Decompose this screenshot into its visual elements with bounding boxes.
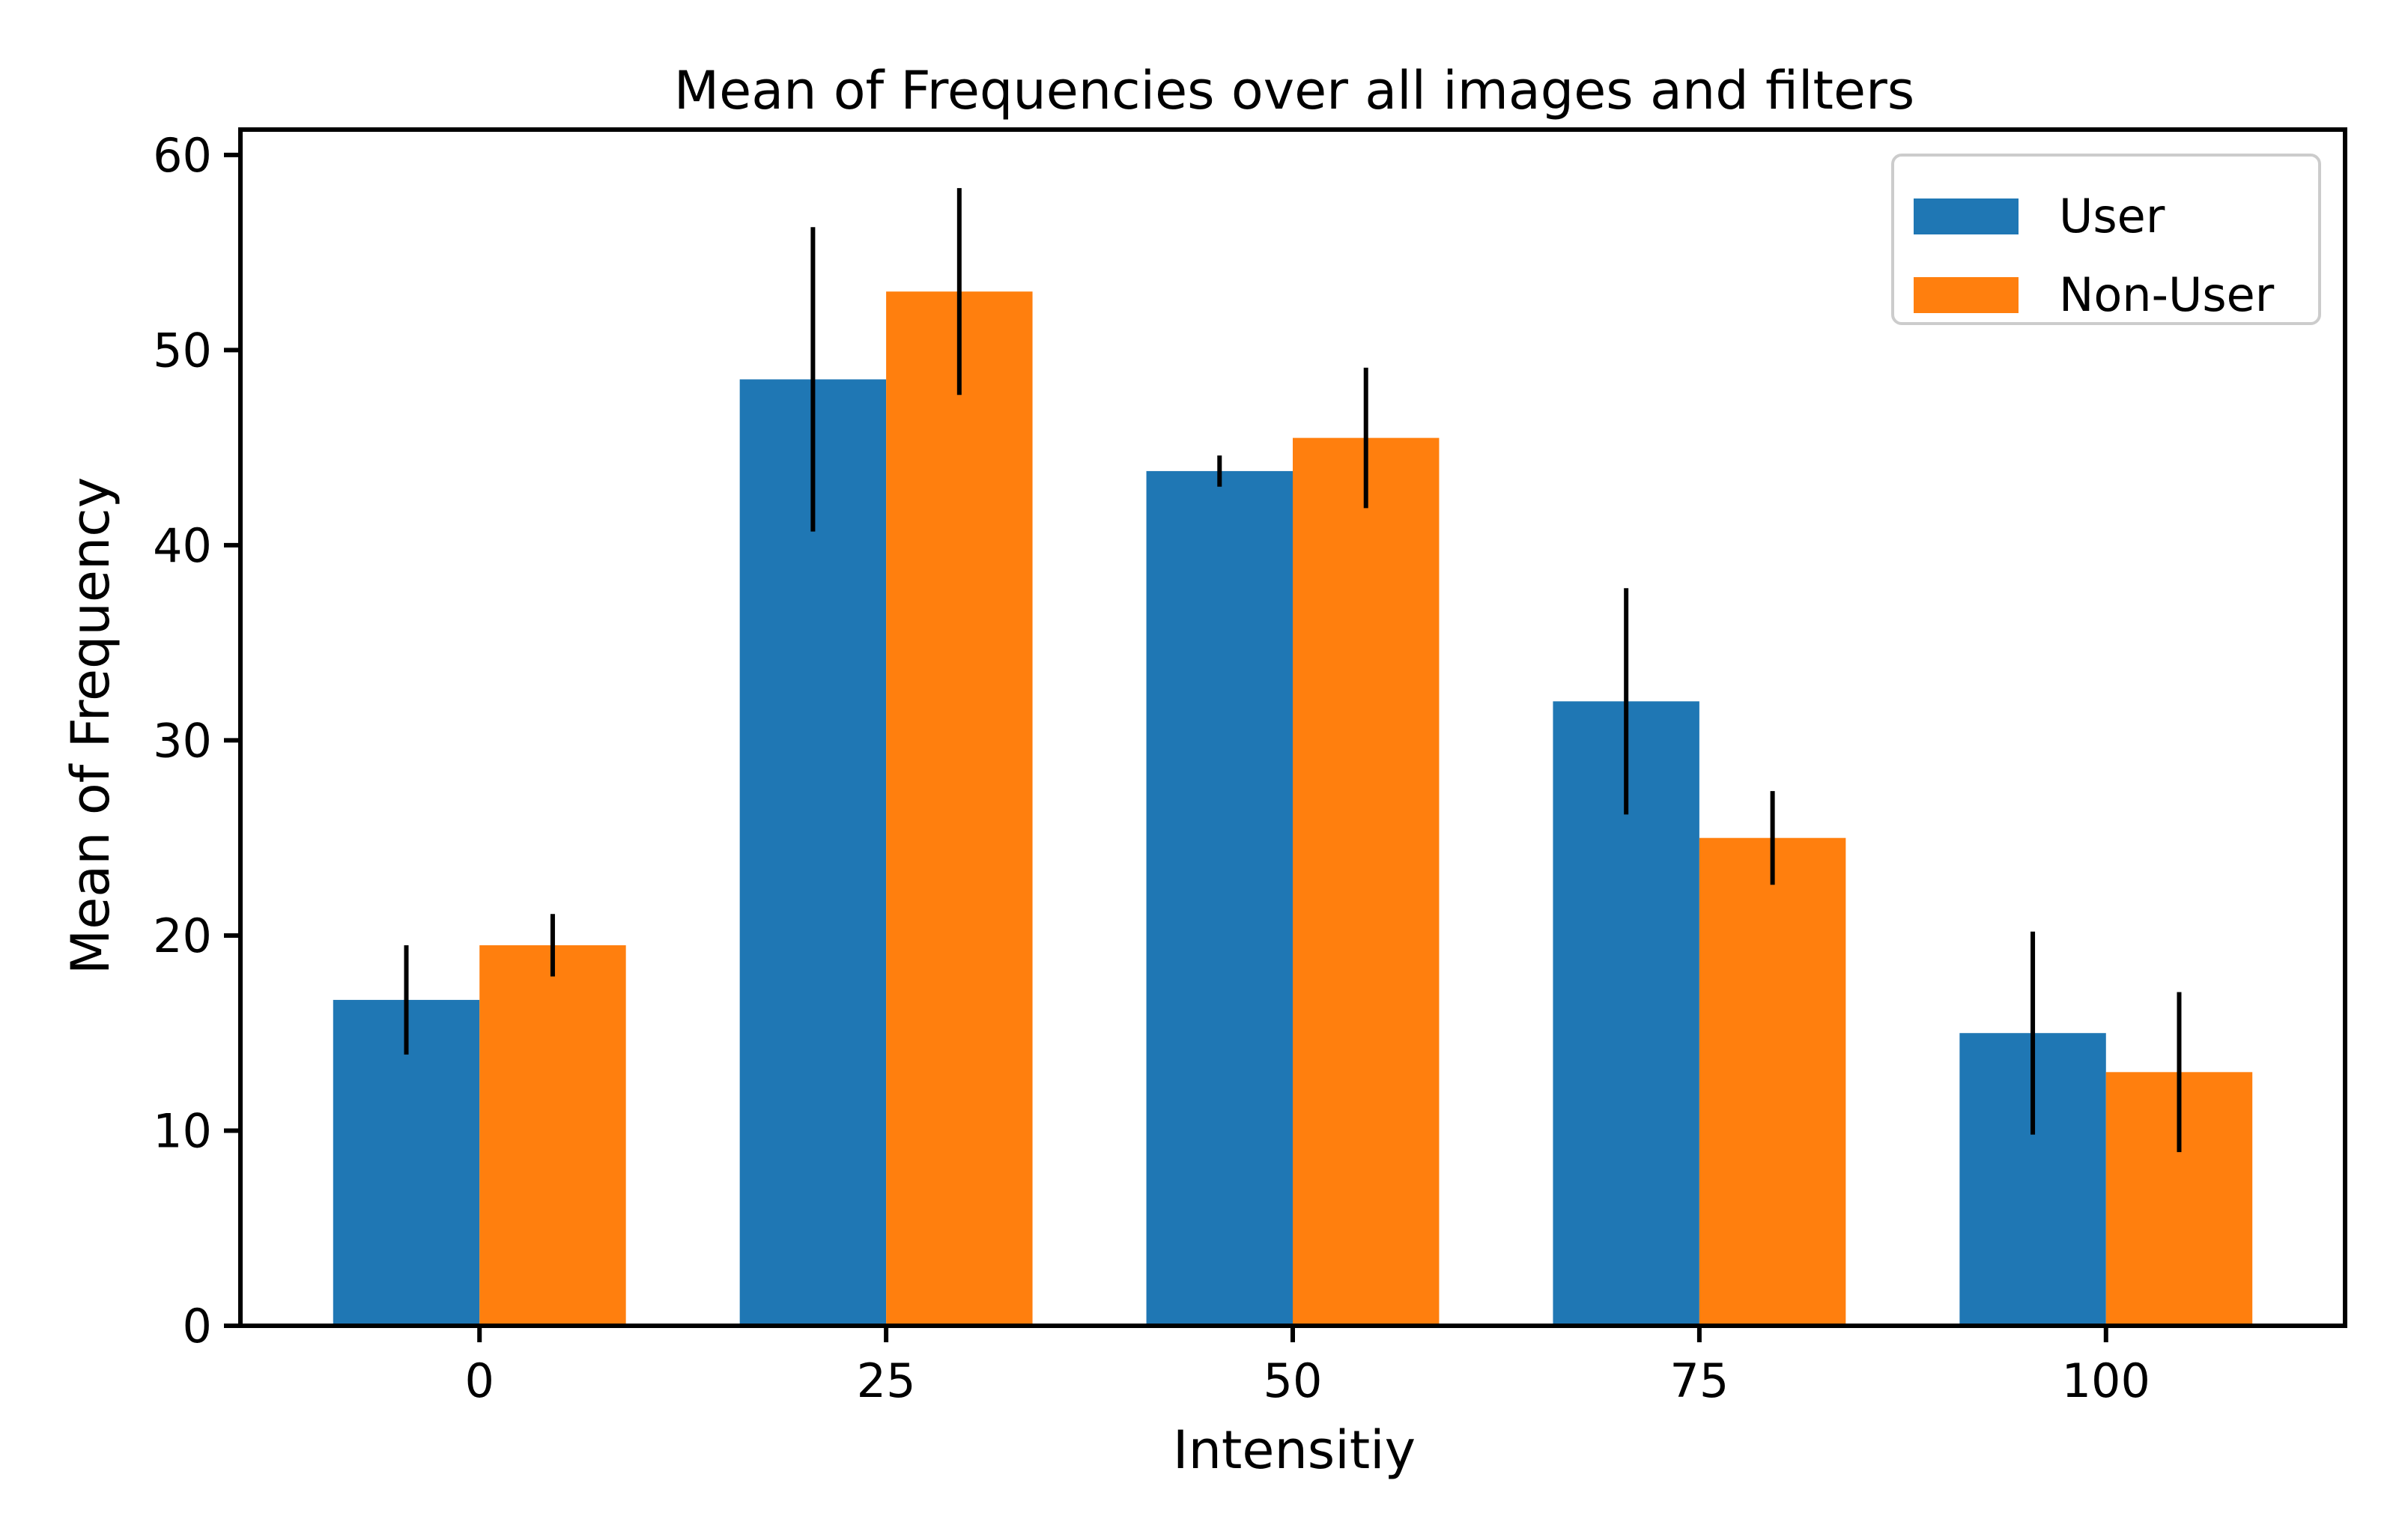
chart-title: Mean of Frequencies over all images and … [674,60,1915,121]
legend-label-user: User [2059,189,2165,243]
x-tick-label: 25 [857,1353,916,1408]
y-tick-label: 20 [153,909,212,963]
y-tick-label: 60 [153,128,212,183]
legend-swatch-non-user [1914,277,2019,313]
bar-non-user-75 [1699,837,1846,1326]
x-tick-label: 75 [1669,1353,1729,1408]
legend-swatch-user [1914,198,2019,234]
x-tick-label: 100 [2062,1353,2150,1408]
bar-user-50 [1146,470,1293,1326]
bar-non-user-25 [886,291,1033,1326]
y-axis: 0 10 20 30 40 50 60 [153,128,240,1353]
error-bars-layer [404,188,2182,1153]
y-tick-label: 40 [153,518,212,573]
legend: User Non-User [1891,154,2321,325]
x-tick-label: 0 [464,1353,494,1408]
x-tick-label: 50 [1264,1353,1323,1408]
x-axis-label: Intensitiy [1173,1419,1416,1481]
bar-user-25 [739,379,887,1326]
y-tick-label: 30 [153,713,212,768]
y-tick-label: 0 [183,1299,212,1353]
bar-non-user-50 [1293,437,1440,1327]
legend-label-non-user: Non-User [2059,267,2275,322]
y-axis-label: Mean of Frequency [60,477,121,974]
y-tick-label: 10 [153,1103,212,1158]
bar-non-user-0 [479,945,626,1326]
bars-layer [333,291,2253,1327]
x-axis: 0 25 50 75 100 [464,1326,2150,1408]
y-tick-label: 50 [153,323,212,378]
